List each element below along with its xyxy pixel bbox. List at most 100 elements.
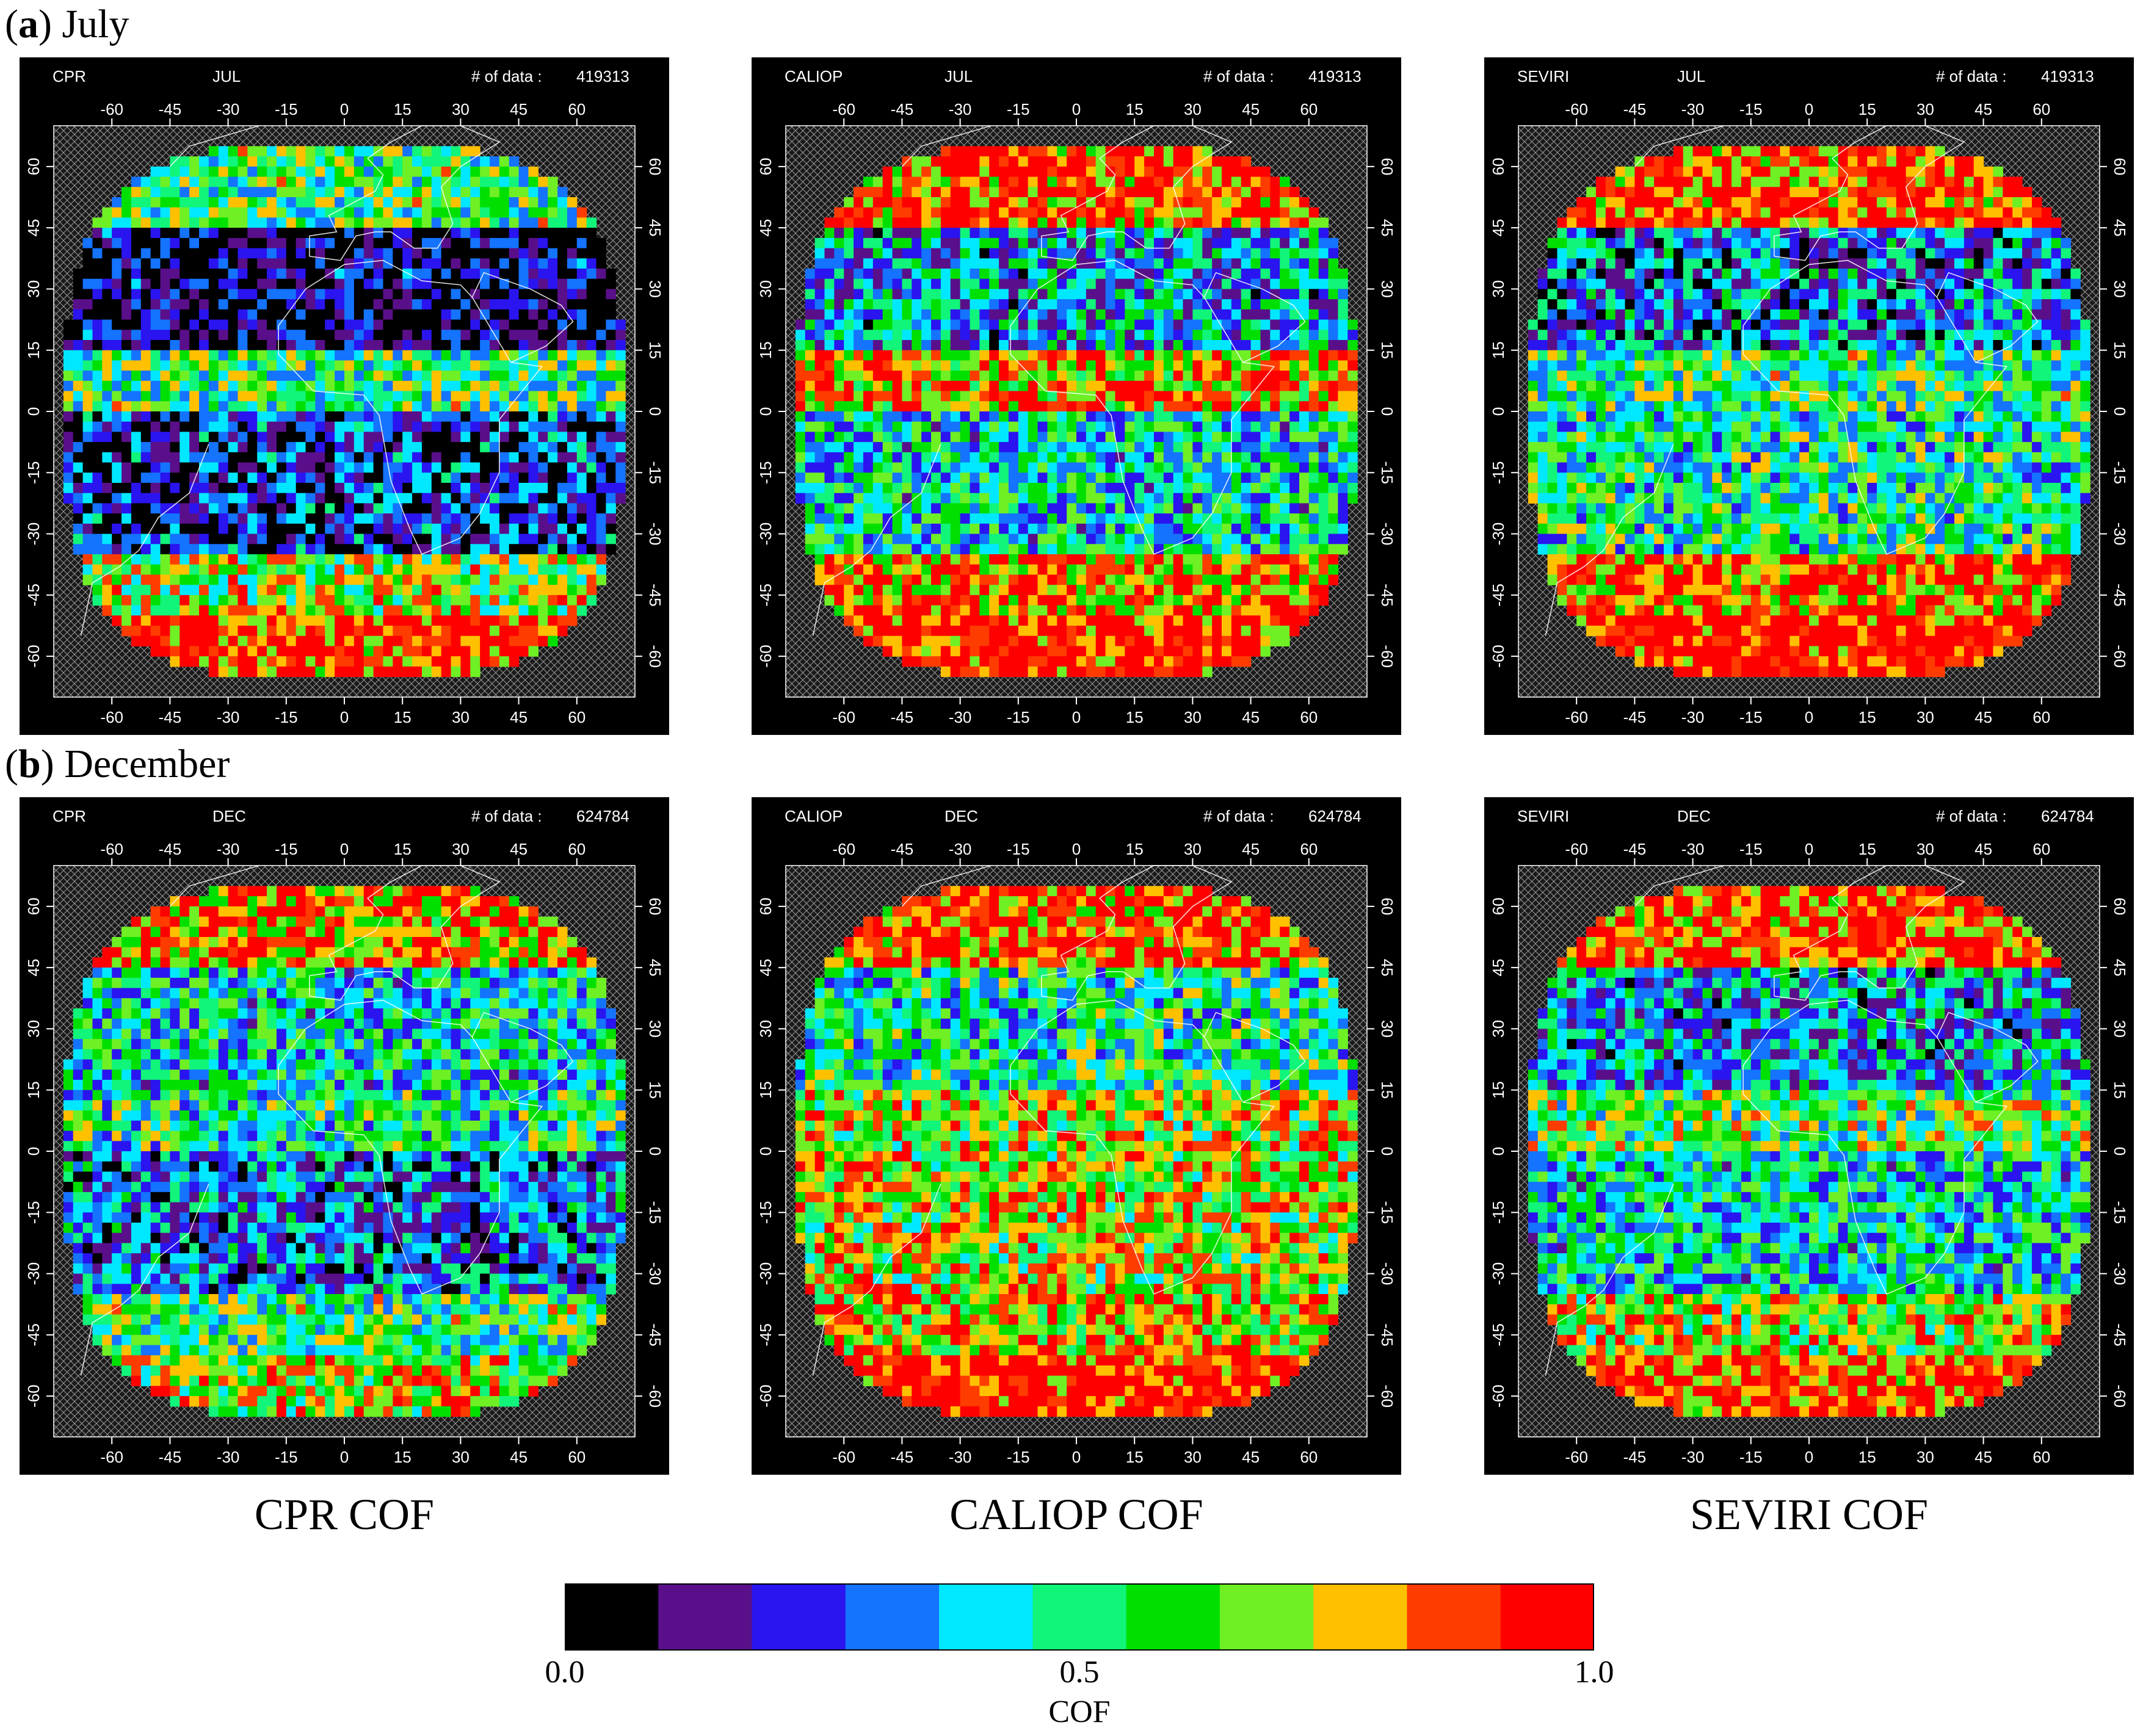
cof-cell [160,626,170,637]
cof-cell [960,503,971,514]
cof-cell [82,401,93,412]
cof-cell [1212,166,1222,178]
cof-cell [247,513,258,524]
cof-cell [1134,380,1145,392]
cof-cell [921,350,932,361]
cof-cell [979,472,990,483]
cof-cell [979,330,990,341]
cof-cell [363,635,374,647]
cof-cell [431,493,442,504]
cof-cell [596,564,606,576]
cof-cell [1318,360,1329,371]
cof-cell [882,289,893,300]
cof-cell [805,483,816,494]
cof-cell [238,217,248,228]
cof-cell [170,319,180,330]
cof-cell [1289,278,1300,290]
cof-cell [1095,156,1106,167]
cof-cell [1280,391,1290,402]
cof-cell [179,237,190,249]
cof-cell [315,533,325,544]
cof-cell [814,523,825,535]
cof-cell [931,197,941,208]
cof-cell [989,503,999,514]
cof-cell [344,452,355,463]
cof-cell [412,187,422,198]
cof-cell [131,176,142,187]
cof-cell [1222,544,1232,555]
cof-cell [218,380,229,392]
cof-cell [1163,289,1174,300]
cof-cell [315,340,325,351]
cof-cell [989,391,999,402]
cof-cell [576,391,587,402]
cof-cell [82,380,93,392]
cof-cell [814,544,825,555]
cof-cell [63,330,74,341]
cof-cell [1125,330,1135,341]
cof-cell [970,176,980,187]
cof-cell [363,401,374,412]
cof-cell [393,340,403,351]
cof-cell [1125,462,1135,473]
cof-cell [218,585,229,596]
cof-cell [844,493,854,504]
cof-cell [548,513,558,524]
cof-cell [518,462,529,473]
cof-cell [1260,197,1271,208]
cof-cell [131,391,142,402]
cof-cell [854,237,864,249]
cof-cell [872,299,883,310]
cof-cell [1299,391,1310,402]
cof-cell [1134,493,1145,504]
cof-cell [1086,452,1097,463]
cof-cell [814,452,825,463]
cof-cell [305,309,316,320]
cof-cell [1153,237,1164,249]
cof-cell [1163,258,1174,269]
cof-cell [863,554,874,565]
cof-cell [296,595,306,606]
cof-cell [189,452,200,463]
cof-cell [892,523,902,535]
cof-cell [189,258,200,269]
cof-cell [931,411,941,422]
cof-cell [1212,401,1222,412]
cof-cell [325,258,335,269]
cof-cell [267,411,277,422]
cof-cell [393,533,403,544]
cof-cell [586,380,597,392]
cof-cell [989,207,999,219]
cof-cell [499,554,510,565]
cof-cell [305,483,316,494]
cof-cell [315,299,325,310]
cof-cell [1338,493,1348,504]
cof-cell [344,299,355,310]
cof-cell [460,544,471,555]
cof-cell [509,442,520,453]
cof-cell [170,615,180,626]
cof-cell [480,605,490,616]
cof-cell [567,462,578,473]
cof-cell [247,585,258,596]
cof-cell [179,656,190,667]
cof-cell [335,462,345,473]
cof-cell [1134,432,1145,443]
cof-cell [228,319,239,330]
cof-cell [586,401,597,412]
cof-cell [950,554,961,565]
cof-cell [979,421,990,433]
cof-cell [1028,391,1039,402]
cof-cell [82,371,93,382]
cof-cell [102,411,112,422]
cof-cell [1105,248,1116,259]
cof-cell [1241,503,1252,514]
cof-cell [872,330,883,341]
cof-cell [296,228,306,239]
cof-cell [421,248,432,259]
cof-cell [247,574,258,585]
cof-cell [970,472,980,483]
cof-cell [140,371,151,382]
cof-cell [63,411,74,422]
cof-cell [218,483,229,494]
